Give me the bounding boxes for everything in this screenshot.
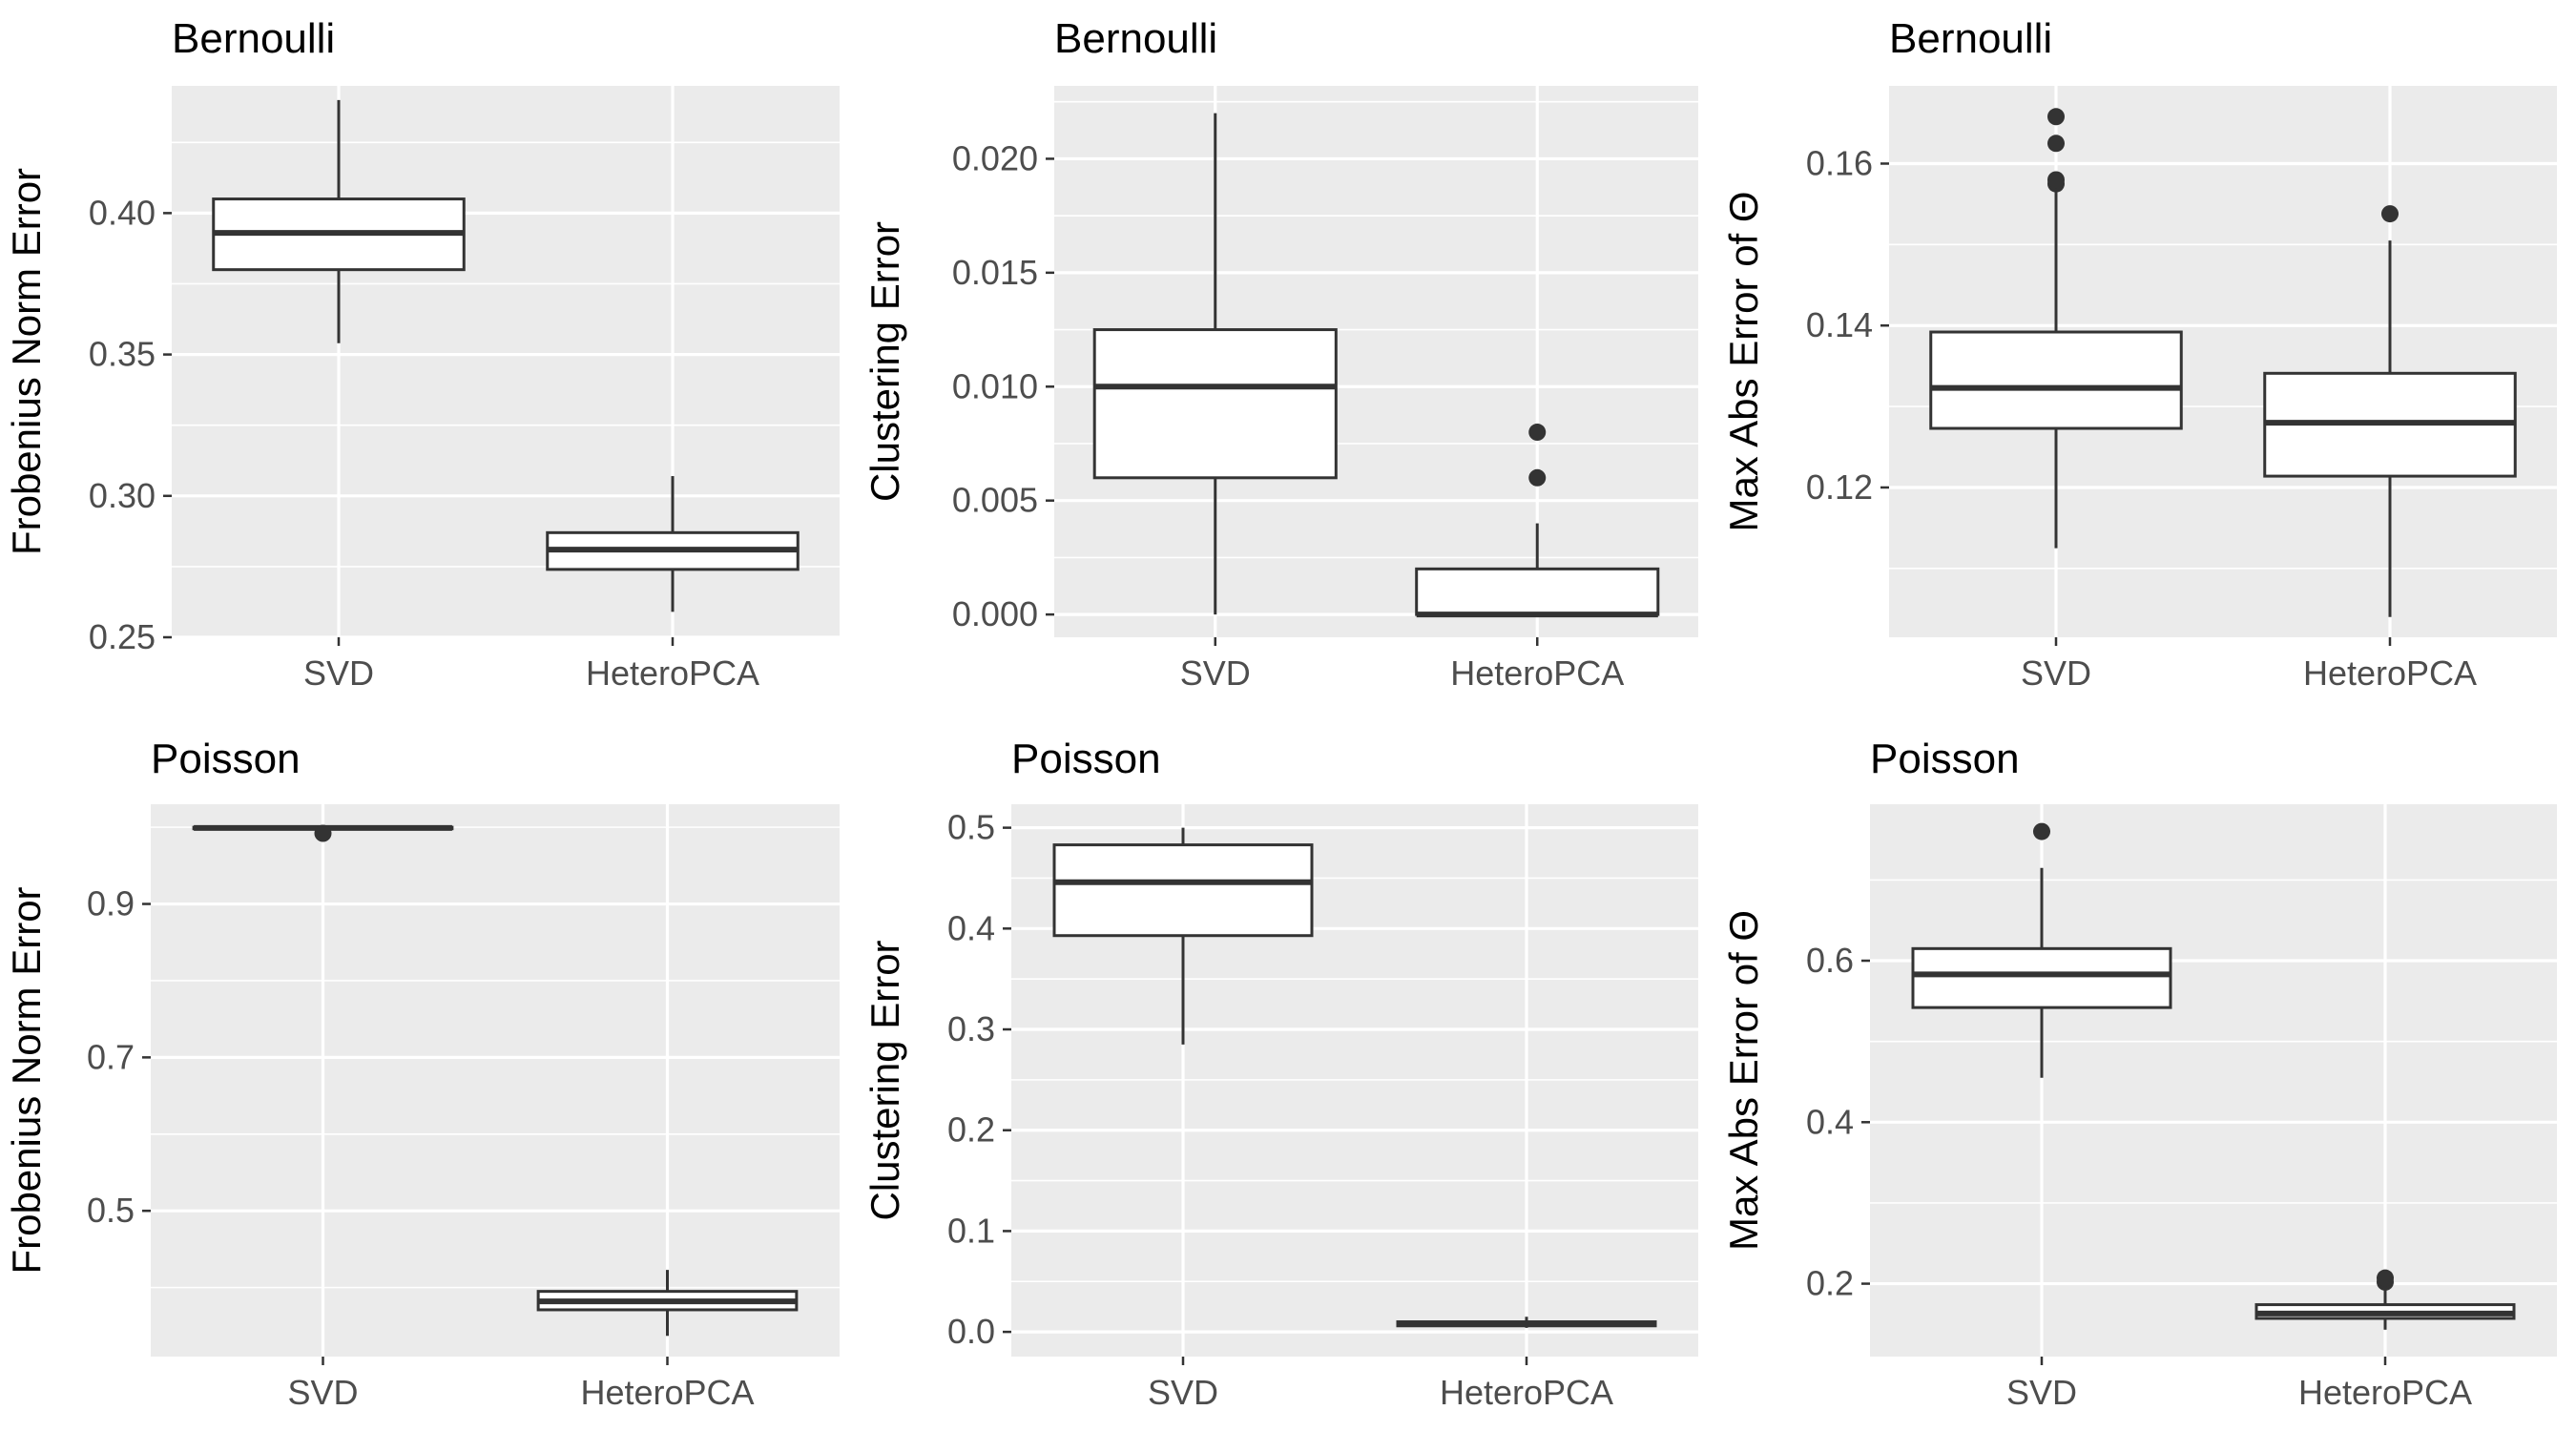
outlier-point [2047,108,2065,126]
boxplot-svd [1092,113,1338,615]
panel-bernoulli-clustering: 0.000 0.005 0.010 0.015 0.020 SVD HeteroPCA Ber… [862,15,1698,693]
outlier-point [1528,468,1547,487]
outlier-point [1528,424,1547,442]
y-tick-label: 0.5 [87,1191,135,1230]
panel-poisson-clustering: 0.0 0.1 0.2 0.3 0.4 0.5 SVD HeteroPCA Poisson Clu… [862,736,1698,1412]
boxplot-heteropca [2263,205,2517,617]
x-tick-label: HeteroPCA [2303,653,2477,693]
y-tick-label: 0.015 [952,253,1038,292]
y-tick-label: 0.1 [947,1211,995,1250]
iqr-box [1911,946,2172,1009]
outlier-point [2047,171,2065,189]
boxplot-heteropca [536,1270,799,1337]
y-axis-label: Max Abs Error of Θ [1721,910,1766,1251]
y-axis-label: Clustering Error [862,940,907,1220]
y-tick-label: 0.25 [89,617,156,656]
panel-poisson-frobenius: 0.5 0.7 0.9 SVD HeteroPCA Poisson Frobenius No… [4,736,840,1412]
x-tick-label: HeteroPCA [2298,1373,2472,1412]
x-tick-label: HeteroPCA [1440,1373,1613,1412]
panel-poisson-maxabs: 0.2 0.4 0.6 SVD HeteroPCA Poisson Max Abs Erro… [1721,736,2557,1412]
boxplot-heteropca [1415,424,1660,618]
y-tick-label: 0.30 [89,476,156,515]
boxplot-heteropca [2254,1269,2516,1330]
y-tick-label: 0.9 [87,884,135,923]
panel-title: Bernoulli [1054,15,1217,62]
panel-title: Bernoulli [172,15,335,62]
iqr-box [1052,843,1314,938]
y-tick-label: 0.6 [1806,941,1854,980]
boxplot-svd [1052,827,1314,1045]
y-tick-label: 0.16 [1806,143,1873,182]
outlier-point [314,824,332,842]
panel-bernoulli-maxabs: 0.12 0.14 0.16 SVD HeteroPCA Bernoulli Max Abs… [1721,15,2557,693]
y-tick-label: 0.020 [952,138,1038,177]
y-axis-label: Frobenius Norm Error [4,886,49,1274]
y-tick-label: 0.0 [947,1312,995,1351]
y-tick-label: 0.7 [87,1037,135,1076]
plot-background [1870,804,2557,1357]
y-tick-label: 0.005 [952,481,1038,520]
outlier-point [2377,1269,2394,1287]
x-tick-label: HeteroPCA [586,653,759,693]
y-tick-label: 0.14 [1806,305,1873,344]
x-tick-label: SVD [2021,653,2091,693]
outlier-point [2033,822,2050,840]
y-tick-label: 0.010 [952,366,1038,405]
y-tick-label: 0.40 [89,193,156,232]
x-tick-label: SVD [287,1373,358,1412]
panel-title: Bernoulli [1889,15,2052,62]
boxplot-heteropca [1396,1317,1657,1328]
y-tick-label: 0.5 [947,808,995,847]
y-tick-label: 0.3 [947,1009,995,1048]
x-tick-label: SVD [2006,1373,2077,1412]
y-axis-label: Max Abs Error of Θ [1721,191,1766,531]
x-tick-label: SVD [1180,653,1251,693]
panel-bernoulli-frobenius: 0.25 0.30 0.35 0.40 SVD HeteroPCA Bernoulli Fro… [4,15,840,693]
y-tick-label: 0.2 [1806,1264,1854,1303]
panel-title: Poisson [1870,736,2020,782]
boxplot-heteropca [546,476,800,612]
plot-background [151,804,840,1357]
x-tick-label: SVD [303,653,374,693]
y-tick-label: 0.000 [952,594,1038,633]
y-tick-label: 0.2 [947,1110,995,1150]
boxplot-svd [192,824,454,842]
y-axis-label: Frobenius Norm Error [4,168,49,555]
x-tick-label: SVD [1148,1373,1218,1412]
outlier-point [2381,205,2399,223]
x-tick-label: HeteroPCA [1450,653,1624,693]
y-tick-label: 0.4 [1806,1102,1854,1141]
iqr-box [1929,330,2183,430]
y-axis-label: Clustering Error [862,221,907,502]
panel-title: Poisson [151,736,301,782]
boxplot-svd [212,99,466,343]
x-tick-label: HeteroPCA [580,1373,754,1412]
iqr-box [1092,328,1338,480]
y-tick-label: 0.12 [1806,467,1873,507]
boxplot-svd [1929,108,2183,549]
boxplot-svd [1911,822,2172,1078]
iqr-box [1415,567,1660,616]
outlier-point [2047,135,2065,153]
panel-title: Poisson [1011,736,1161,782]
y-tick-label: 0.4 [947,908,995,947]
y-tick-label: 0.35 [89,335,156,374]
